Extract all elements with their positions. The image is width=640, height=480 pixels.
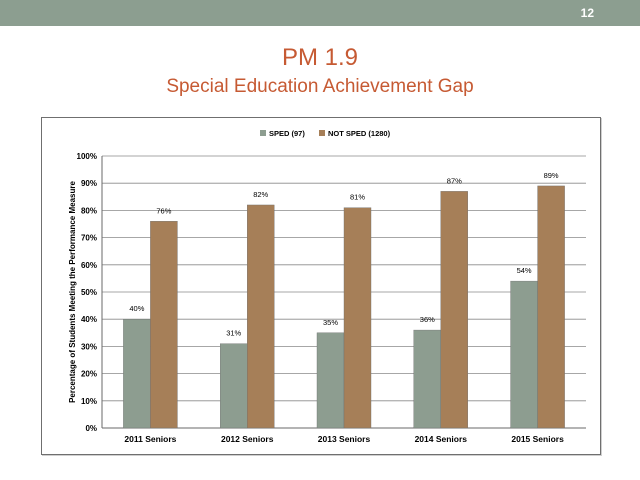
- bar-not-sped: [343, 207, 372, 429]
- bar-sped: [510, 280, 538, 429]
- data-label: 40%: [129, 304, 144, 313]
- y-tick-label: 40%: [81, 315, 97, 324]
- legend-swatch: [319, 130, 325, 136]
- y-tick-label: 100%: [77, 152, 97, 161]
- bar-not-sped: [440, 191, 468, 429]
- legend-swatch: [260, 130, 266, 136]
- y-tick-label: 20%: [81, 370, 97, 379]
- bar-sped: [316, 332, 345, 429]
- x-tick-label: 2014 Seniors: [415, 434, 468, 444]
- y-tick-label: 0%: [85, 424, 97, 433]
- bar-not-sped: [537, 185, 565, 429]
- x-tick-label: 2015 Seniors: [511, 434, 564, 444]
- y-tick-label: 50%: [81, 288, 97, 297]
- data-label: 36%: [420, 315, 435, 324]
- x-tick-label: 2011 Seniors: [124, 434, 176, 444]
- bar-sped: [413, 329, 441, 429]
- y-tick-label: 80%: [81, 206, 97, 215]
- x-tick-label: 2012 Seniors: [221, 434, 274, 444]
- bar-not-sped: [150, 221, 178, 429]
- y-tick-label: 30%: [81, 342, 97, 351]
- y-tick-label: 10%: [81, 397, 97, 406]
- chart-frame: 0% 10% 20% 30% 40% 50% 60% 70% 80% 90% 100% Percent…: [41, 117, 601, 455]
- slide-number: 12: [580, 6, 594, 20]
- data-label: 82%: [253, 190, 268, 199]
- top-bar: 12: [0, 0, 640, 26]
- data-label: 87%: [447, 176, 462, 185]
- data-label: 54%: [517, 266, 532, 275]
- data-label: 35%: [323, 318, 338, 327]
- bar-not-sped: [246, 204, 275, 429]
- y-tick-label: 70%: [81, 234, 97, 243]
- slide-subtitle: Special Education Achievement Gap: [166, 76, 474, 97]
- data-label: 31%: [226, 329, 241, 338]
- y-axis-title: Percentage of Students Meeting the Perfo…: [68, 181, 77, 403]
- slide-title: PM 1.9: [281, 44, 359, 71]
- legend-label: NOT SPED (1280): [328, 129, 391, 138]
- bar-sped: [219, 343, 248, 429]
- bar-chart: 0% 10% 20% 30% 40% 50% 60% 70% 80% 90% 100% Percent…: [68, 129, 586, 444]
- data-label: 76%: [156, 206, 171, 215]
- y-tick-label: 90%: [81, 179, 97, 188]
- bar-sped: [123, 318, 151, 429]
- y-tick-label: 60%: [81, 261, 97, 270]
- x-tick-label: 2013 Seniors: [318, 434, 371, 444]
- data-label: 89%: [544, 171, 559, 180]
- data-label: 81%: [350, 193, 365, 202]
- legend-label: SPED (97): [269, 129, 305, 138]
